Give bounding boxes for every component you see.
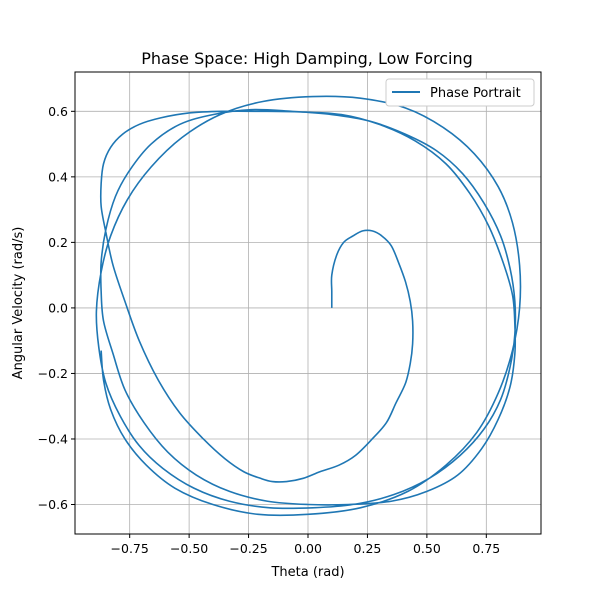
- legend-label: Phase Portrait: [430, 86, 521, 101]
- x-tick-label: −0.25: [229, 541, 267, 556]
- y-tick-label: 0.0: [48, 300, 68, 315]
- y-tick-label: 0.6: [48, 104, 68, 119]
- tick-layer: −0.75 −0.50 −0.25 0.00 0.25 0.50 0.75 −0.6 −0.4 −…: [38, 104, 501, 556]
- legend-box: [385, 78, 535, 107]
- phase-portrait-line: [95, 95, 522, 517]
- x-tick-label: 0.50: [413, 541, 441, 556]
- x-tick-label: 0.25: [354, 541, 382, 556]
- y-tick-label: 0.2: [48, 235, 68, 250]
- chart-title: Phase Space: High Damping, Low Forcing: [141, 49, 473, 68]
- x-tick-label: −0.75: [111, 541, 149, 556]
- y-tick-label: 0.4: [48, 169, 68, 184]
- x-tick-label: 0.75: [472, 541, 500, 556]
- x-tick-label: 0.00: [294, 541, 322, 556]
- plot-layer: [95, 95, 522, 517]
- y-tick-label: −0.4: [38, 431, 68, 446]
- x-tick-label: −0.50: [170, 541, 208, 556]
- y-tick-label: −0.2: [38, 366, 68, 381]
- y-axis-label: Angular Velocity (rad/s): [11, 227, 26, 380]
- x-axis-label: Theta (rad): [270, 565, 344, 580]
- legend: Phase Portrait: [385, 78, 535, 107]
- y-tick-label: −0.6: [38, 497, 68, 512]
